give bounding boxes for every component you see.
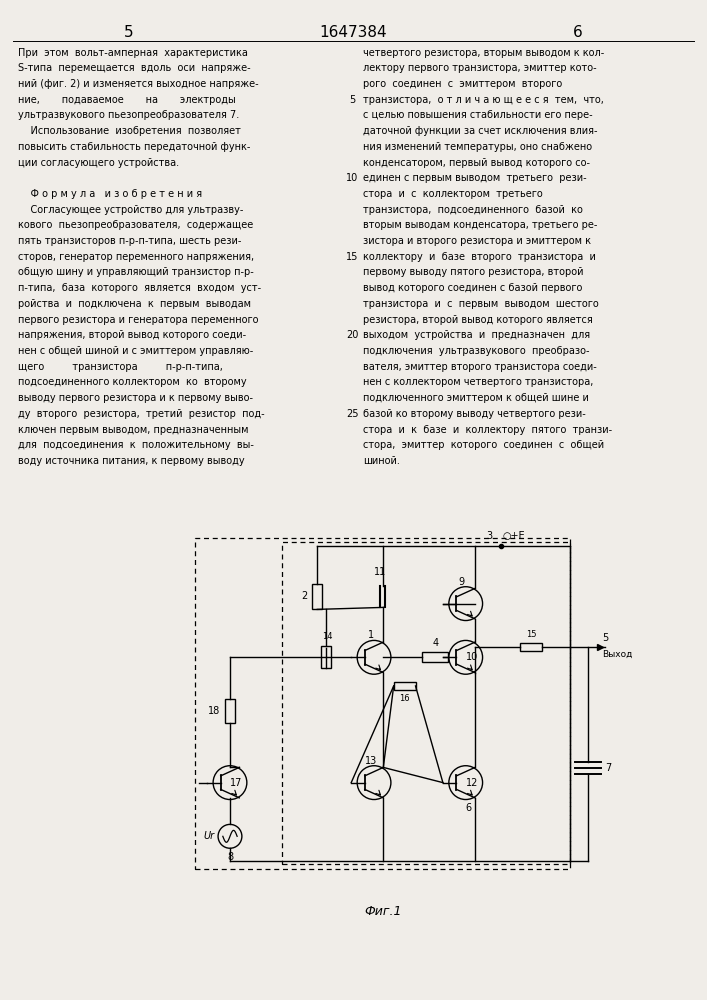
- Text: вывод которого соединен с базой первого: вывод которого соединен с базой первого: [363, 283, 583, 293]
- Text: пять транзисторов п-р-п-типа, шесть рези-: пять транзисторов п-р-п-типа, шесть рези…: [18, 236, 241, 246]
- Text: повысить стабильность передаточной функ-: повысить стабильность передаточной функ-: [18, 142, 250, 152]
- Text: воду источника питания, к первому выводу: воду источника питания, к первому выводу: [18, 456, 245, 466]
- Bar: [394, 682, 416, 690]
- Bar: [312, 584, 322, 609]
- Text: напряжения, второй вывод которого соеди-: напряжения, второй вывод которого соеди-: [18, 330, 246, 340]
- Text: 13: 13: [365, 756, 378, 766]
- Text: вторым выводам конденсатора, третьего ре-: вторым выводам конденсатора, третьего ре…: [363, 220, 597, 230]
- Text: транзистора,  подсоединенного  базой  ко: транзистора, подсоединенного базой ко: [363, 205, 583, 215]
- Text: базой ко второму выводу четвертого рези-: базой ко второму выводу четвертого рези-: [363, 409, 585, 419]
- Text: При  этом  вольт-амперная  характеристика: При этом вольт-амперная характеристика: [18, 48, 247, 58]
- Text: сторов, генератор переменного напряжения,: сторов, генератор переменного напряжения…: [18, 252, 254, 262]
- Text: резистора, второй вывод которого является: резистора, второй вывод которого являетс…: [363, 315, 592, 325]
- Bar: [321, 646, 331, 668]
- Text: единен с первым выводом  третьего  рези-: единен с первым выводом третьего рези-: [363, 173, 587, 183]
- Text: 14: 14: [322, 632, 332, 641]
- Text: 10: 10: [346, 173, 358, 183]
- Text: 10: 10: [465, 652, 478, 662]
- Text: стора  и  к  базе  и  коллектору  пятого  транзи-: стора и к базе и коллектору пятого транз…: [363, 425, 612, 435]
- Text: 1647384: 1647384: [320, 25, 387, 40]
- Text: ○+E: ○+E: [503, 531, 525, 541]
- Text: п-типа,  база  которого  является  входом  уст-: п-типа, база которого является входом ус…: [18, 283, 261, 293]
- Text: 15: 15: [526, 630, 537, 639]
- Text: ние,       подаваемое       на       электроды: ние, подаваемое на электроды: [18, 95, 235, 105]
- Text: с целью повышения стабильности его пере-: с целью повышения стабильности его пере-: [363, 110, 592, 120]
- Text: 7: 7: [605, 763, 612, 773]
- Text: выходом  устройства  и  предназначен  для: выходом устройства и предназначен для: [363, 330, 590, 340]
- Text: стора,  эмиттер  которого  соединен  с  общей: стора, эмиттер которого соединен с общей: [363, 440, 604, 450]
- Text: ний (фиг. 2) и изменяется выходное напряже-: ний (фиг. 2) и изменяется выходное напря…: [18, 79, 258, 89]
- Text: 25: 25: [346, 409, 358, 419]
- Text: 12: 12: [465, 778, 478, 788]
- Text: Ф о р м у л а   и з о б р е т е н и я: Ф о р м у л а и з о б р е т е н и я: [18, 189, 201, 199]
- Text: 6: 6: [465, 803, 471, 813]
- Text: лектору первого транзистора, эмиттер кото-: лектору первого транзистора, эмиттер кот…: [363, 63, 597, 73]
- Text: 5: 5: [349, 95, 355, 105]
- Text: S-типа  перемещается  вдоль  оси  напряже-: S-типа перемещается вдоль оси напряже-: [18, 63, 250, 73]
- Text: 11: 11: [374, 567, 386, 577]
- Text: даточной функции за счет исключения влия-: даточной функции за счет исключения влия…: [363, 126, 597, 136]
- Text: 4: 4: [432, 638, 438, 648]
- Bar: [225, 699, 235, 723]
- Text: транзистора,  о т л и ч а ю щ е е с я  тем,  что,: транзистора, о т л и ч а ю щ е е с я тем…: [363, 95, 604, 105]
- Text: 16: 16: [399, 694, 410, 703]
- Text: конденсатором, первый вывод которого со-: конденсатором, первый вывод которого со-: [363, 158, 590, 168]
- Text: стора  и  с  коллектором  третьего: стора и с коллектором третьего: [363, 189, 543, 199]
- Text: Ur: Ur: [203, 831, 214, 841]
- Text: 3: 3: [486, 531, 493, 541]
- Text: подключенного эмиттером к общей шине и: подключенного эмиттером к общей шине и: [363, 393, 589, 403]
- Text: вателя, эмиттер второго транзистора соеди-: вателя, эмиттер второго транзистора соед…: [363, 362, 597, 372]
- Text: зистора и второго резистора и эмиттером к: зистора и второго резистора и эмиттером …: [363, 236, 591, 246]
- Bar: [520, 643, 542, 651]
- Text: первого резистора и генератора переменного: первого резистора и генератора переменно…: [18, 315, 258, 325]
- Bar: [422, 652, 448, 662]
- Text: кового  пьезопреобразователя,  содержащее: кового пьезопреобразователя, содержащее: [18, 220, 253, 230]
- Text: 5: 5: [602, 633, 609, 643]
- Text: ройства  и  подключена  к  первым  выводам: ройства и подключена к первым выводам: [18, 299, 251, 309]
- Text: общую шину и управляющий транзистор п-р-: общую шину и управляющий транзистор п-р-: [18, 267, 253, 277]
- Text: щего         транзистора         п-р-п-типа,: щего транзистора п-р-п-типа,: [18, 362, 223, 372]
- Text: Фиг.1: Фиг.1: [364, 905, 402, 918]
- Text: 8: 8: [227, 852, 233, 862]
- Text: 1: 1: [368, 630, 374, 640]
- Text: четвертого резистора, вторым выводом к кол-: четвертого резистора, вторым выводом к к…: [363, 48, 604, 58]
- Text: нен с коллектором четвертого транзистора,: нен с коллектором четвертого транзистора…: [363, 377, 593, 387]
- Text: ключен первым выводом, предназначенным: ключен первым выводом, предназначенным: [18, 425, 248, 435]
- Text: нен с общей шиной и с эмиттером управляю-: нен с общей шиной и с эмиттером управляю…: [18, 346, 253, 356]
- Text: ния изменений температуры, оно снабжено: ния изменений температуры, оно снабжено: [363, 142, 592, 152]
- Text: 17: 17: [230, 778, 242, 788]
- Text: Согласующее устройство для ультразву-: Согласующее устройство для ультразву-: [18, 205, 243, 215]
- Text: 2: 2: [301, 591, 308, 601]
- Text: транзистора  и  с  первым  выводом  шестого: транзистора и с первым выводом шестого: [363, 299, 599, 309]
- Text: подсоединенного коллектором  ко  второму: подсоединенного коллектором ко второму: [18, 377, 246, 387]
- Text: подключения  ультразвукового  преобразо-: подключения ультразвукового преобразо-: [363, 346, 590, 356]
- Text: Выход: Выход: [602, 650, 633, 659]
- Text: ции согласующего устройства.: ции согласующего устройства.: [18, 158, 179, 168]
- Text: первому выводу пятого резистора, второй: первому выводу пятого резистора, второй: [363, 267, 583, 277]
- Text: 9: 9: [459, 577, 464, 587]
- Text: Использование  изобретения  позволяет: Использование изобретения позволяет: [18, 126, 240, 136]
- Text: 6: 6: [573, 25, 583, 40]
- Text: 18: 18: [208, 706, 220, 716]
- Text: коллектору  и  базе  второго  транзистора  и: коллектору и базе второго транзистора и: [363, 252, 596, 262]
- Text: 15: 15: [346, 252, 358, 262]
- Text: ультразвукового пьезопреобразователя 7.: ультразвукового пьезопреобразователя 7.: [18, 110, 239, 120]
- Text: ду  второго  резистора,  третий  резистор  под-: ду второго резистора, третий резистор по…: [18, 409, 264, 419]
- Text: 5: 5: [124, 25, 134, 40]
- Text: рого  соединен  с  эмиттером  второго: рого соединен с эмиттером второго: [363, 79, 562, 89]
- Text: для  подсоединения  к  положительному  вы-: для подсоединения к положительному вы-: [18, 440, 254, 450]
- Text: выводу первого резистора и к первому выво-: выводу первого резистора и к первому выв…: [18, 393, 252, 403]
- Text: шиной.: шиной.: [363, 456, 399, 466]
- Text: 20: 20: [346, 330, 358, 340]
